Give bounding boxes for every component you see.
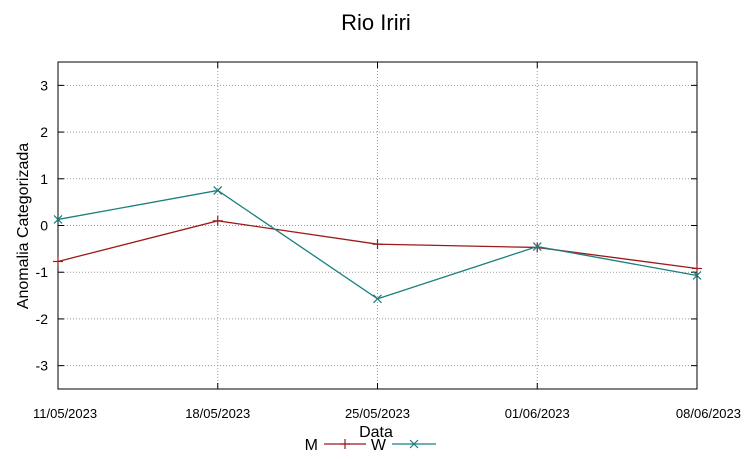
legend-label-m: M: [305, 437, 318, 454]
y-tick-label: 0: [40, 218, 48, 234]
data-point-w: [373, 294, 382, 304]
grid: [58, 62, 697, 389]
data-point-m: [53, 256, 63, 267]
y-tick-label: 2: [40, 124, 48, 140]
data-point-w: [532, 242, 542, 251]
x-axis-label: Data: [359, 424, 393, 441]
legend-marker-m: [340, 439, 350, 449]
legend-marker-w: [409, 439, 419, 449]
x-tick-label: 01/06/2023: [505, 406, 570, 421]
data-point-w: [53, 215, 63, 224]
data-point-m: [212, 215, 223, 226]
y-axis-label: Anomalia Categorizada: [15, 143, 32, 309]
x-tick-label: 11/05/2023: [33, 406, 97, 421]
y-tick-label: -2: [36, 311, 49, 327]
y-axis: 3 2 1 0 -1 -2 -3: [36, 77, 697, 374]
y-tick-label: 1: [40, 171, 48, 187]
x-tick-label: 18/05/2023: [185, 406, 250, 421]
x-tick-label: 08/06/2023: [676, 406, 741, 421]
data-point-w: [692, 271, 702, 280]
y-tick-label: -3: [36, 358, 49, 374]
y-tick-label: -1: [36, 264, 49, 280]
series-area: [53, 186, 702, 304]
data-point-w: [213, 186, 223, 195]
data-point-m: [692, 263, 702, 274]
y-tick-label: 3: [40, 77, 48, 93]
x-axis: 11/05/2023 18/05/2023 25/05/2023 01/06/2023…: [33, 62, 741, 421]
data-point-m: [372, 239, 383, 250]
chart-title: Rio Iriri: [341, 10, 411, 35]
legend-label-w: W: [371, 437, 387, 454]
x-tick-label: 25/05/2023: [345, 406, 410, 421]
